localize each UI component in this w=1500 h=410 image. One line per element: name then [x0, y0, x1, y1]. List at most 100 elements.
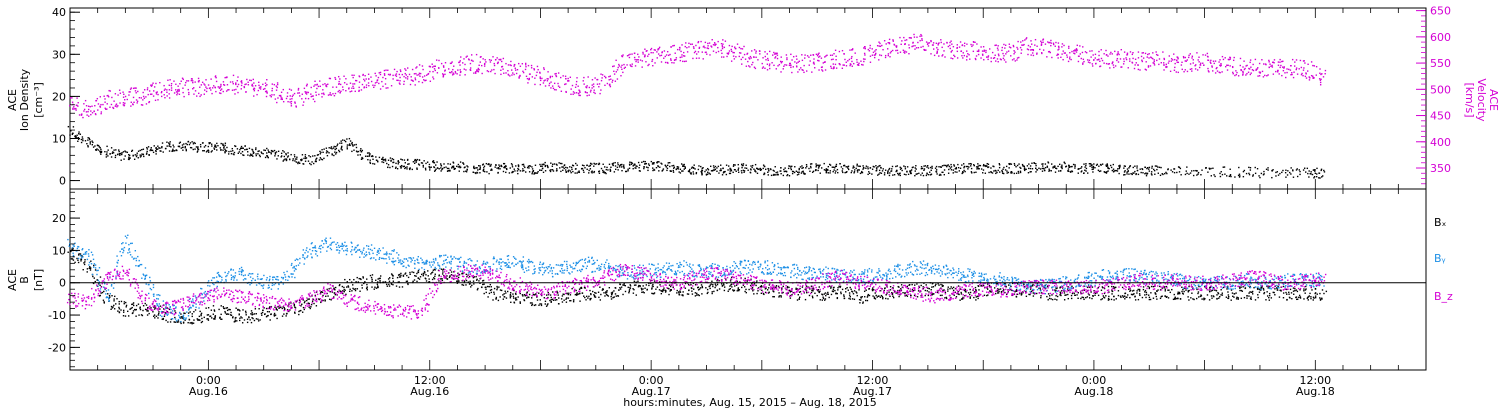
- data-point: [310, 163, 312, 166]
- data-point: [1108, 167, 1110, 170]
- data-point: [1255, 68, 1258, 71]
- data-point: [422, 273, 425, 275]
- data-point: [839, 163, 841, 165]
- data-point: [623, 167, 625, 169]
- data-point: [230, 152, 233, 155]
- data-point: [997, 61, 999, 63]
- data-point: [1133, 67, 1136, 70]
- data-point: [235, 307, 237, 309]
- data-point: [1063, 44, 1065, 47]
- data-point: [986, 162, 988, 165]
- data-point: [797, 61, 799, 63]
- data-point: [598, 83, 601, 85]
- data-point: [180, 313, 182, 315]
- data-point: [242, 154, 244, 156]
- data-point: [732, 165, 735, 167]
- data-point: [698, 57, 700, 59]
- data-point: [700, 165, 702, 168]
- data-point: [930, 169, 932, 171]
- data-point: [103, 95, 105, 97]
- data-point: [1003, 59, 1006, 61]
- data-point: [1091, 166, 1093, 168]
- data-point: [531, 303, 534, 306]
- data-point: [87, 137, 89, 139]
- data-point: [876, 45, 879, 47]
- data-point: [768, 63, 771, 65]
- data-point: [488, 163, 490, 165]
- data-point: [698, 294, 700, 297]
- data-point: [995, 170, 997, 172]
- data-point: [1292, 76, 1295, 79]
- data-point: [736, 43, 739, 45]
- data-point: [441, 278, 443, 280]
- data-point: [729, 170, 731, 172]
- data-point: [166, 95, 168, 97]
- data-point: [1173, 168, 1175, 170]
- data-point: [1026, 165, 1029, 167]
- data-point: [237, 83, 240, 86]
- data-point: [398, 73, 401, 76]
- data-point: [108, 89, 110, 92]
- data-point: [584, 167, 586, 169]
- data-point: [439, 163, 442, 165]
- data-point: [450, 62, 453, 64]
- data-point: [721, 46, 724, 48]
- data-point: [197, 147, 199, 149]
- data-point: [428, 166, 430, 168]
- data-point: [783, 170, 786, 173]
- data-point: [1052, 42, 1055, 44]
- data-point: [129, 157, 131, 159]
- data-point: [594, 296, 597, 298]
- data-point: [1306, 167, 1309, 170]
- data-point: [540, 303, 543, 305]
- data-point: [452, 165, 455, 167]
- data-point: [331, 148, 333, 150]
- data-point: [1073, 50, 1075, 52]
- data-point: [544, 85, 547, 87]
- data-point: [275, 307, 278, 310]
- data-point: [484, 170, 486, 173]
- data-point: [431, 278, 434, 281]
- data-point: [662, 168, 665, 170]
- data-point: [549, 294, 552, 296]
- data-point: [89, 269, 92, 271]
- data-point: [476, 69, 478, 71]
- data-point: [306, 83, 308, 86]
- data-point: [1136, 165, 1138, 167]
- data-point: [496, 57, 498, 59]
- data-point: [1272, 169, 1274, 171]
- data-point: [1078, 55, 1080, 57]
- data-point: [677, 166, 680, 168]
- data-point: [419, 75, 421, 77]
- data-point: [168, 150, 171, 152]
- data-point: [827, 165, 830, 168]
- data-point: [425, 162, 427, 165]
- data-point: [741, 48, 744, 50]
- data-point: [833, 169, 835, 171]
- data-point: [580, 286, 583, 289]
- data-point: [858, 169, 860, 171]
- data-point: [142, 99, 144, 101]
- data-point: [829, 172, 831, 174]
- data-point: [1107, 63, 1110, 65]
- data-point: [198, 315, 201, 318]
- data-point: [893, 43, 895, 46]
- data-point: [376, 81, 378, 83]
- data-point: [395, 75, 398, 77]
- data-point: [971, 45, 973, 48]
- data-point: [641, 66, 643, 68]
- data-point: [279, 94, 282, 97]
- data-point: [524, 68, 527, 71]
- data-point: [674, 58, 676, 61]
- data-point: [109, 296, 111, 298]
- data-point: [239, 147, 242, 149]
- data-point: [1148, 168, 1150, 170]
- data-point: [701, 169, 703, 171]
- data-point: [525, 297, 528, 299]
- data-point: [1258, 71, 1261, 73]
- data-point: [972, 41, 975, 43]
- data-point: [129, 88, 132, 90]
- data-point: [962, 171, 964, 173]
- data-point: [888, 38, 891, 41]
- data-point: [403, 80, 405, 83]
